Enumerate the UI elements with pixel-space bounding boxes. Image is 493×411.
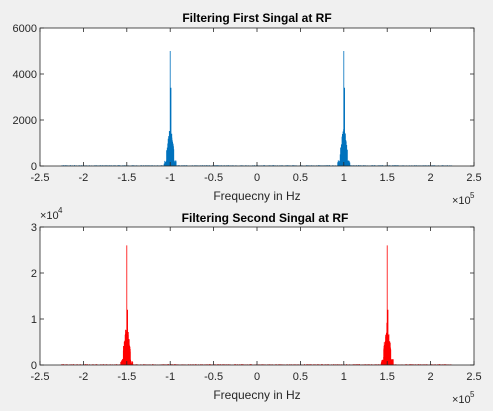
axes-2-x-ticks: -2.5 -2 -1.5 -1 -0.5 0 0.5 1 1.5 2 2.5 — [31, 227, 482, 383]
x-tick-label: -2.5 — [31, 371, 50, 383]
x-tick-label: 1.5 — [380, 371, 395, 383]
y-tick-label: 0 — [31, 161, 37, 173]
x-tick-label: -1.5 — [117, 172, 136, 184]
y-tick-label: 2 — [31, 268, 37, 280]
axes-1-x-exponent-base: ×10 — [452, 195, 471, 207]
axes-2-plot-area — [40, 227, 474, 365]
axes-1-y-ticks: 0 2000 4000 6000 — [13, 23, 474, 173]
y-tick-label: 1 — [31, 314, 37, 326]
axes-2-title: Filtering Second Singal at RF — [182, 211, 349, 225]
x-tick-label: -2.5 — [31, 172, 50, 184]
axes-1: -2.5 -2 -1.5 -1 -0.5 0 0.5 1 1.5 2 2.5 0 2000 4000 60… — [13, 11, 482, 207]
axes-2: -2.5 -2 -1.5 -1 -0.5 0 0.5 1 1.5 2 2.5 0 1 2 3 Filter… — [31, 206, 482, 406]
x-tick-label: 2 — [428, 172, 434, 184]
axes-2-y-ticks: 0 1 2 3 — [31, 222, 474, 372]
axes-2-y-exponent: 4 — [58, 206, 63, 215]
x-tick-label: 2.5 — [466, 371, 481, 383]
axes-1-plot-area — [40, 28, 474, 166]
y-tick-label: 3 — [31, 222, 37, 234]
x-tick-label: -0.5 — [204, 371, 223, 383]
axes-1-x-ticks: -2.5 -2 -1.5 -1 -0.5 0 0.5 1 1.5 2 2.5 — [31, 28, 482, 184]
x-tick-label: 0.5 — [293, 172, 308, 184]
x-tick-label: -1 — [165, 172, 175, 184]
x-tick-label: -1 — [165, 371, 175, 383]
axes-2-y-exponent-base: ×10 — [40, 210, 59, 222]
x-tick-label: 2.5 — [466, 172, 481, 184]
x-tick-label: 0 — [254, 172, 260, 184]
y-tick-label: 6000 — [13, 23, 37, 35]
x-tick-label: 0 — [254, 371, 260, 383]
x-tick-label: 1 — [341, 172, 347, 184]
x-tick-label: 0.5 — [293, 371, 308, 383]
x-tick-label: 1 — [341, 371, 347, 383]
x-tick-label: -2 — [79, 371, 89, 383]
y-tick-label: 2000 — [13, 115, 37, 127]
y-tick-label: 0 — [31, 360, 37, 372]
x-tick-label: -1.5 — [117, 371, 136, 383]
axes-1-x-exponent: 5 — [470, 191, 475, 200]
axes-1-xlabel: Frequecny in Hz — [213, 189, 300, 203]
x-tick-label: 2 — [428, 371, 434, 383]
spectrum-peak — [380, 245, 394, 365]
axes-1-title: Filtering First Singal at RF — [182, 11, 331, 25]
x-tick-label: -2 — [79, 172, 89, 184]
x-tick-label: -0.5 — [204, 172, 223, 184]
spectrum-peak — [163, 51, 177, 166]
axes-2-x-exponent: 5 — [470, 390, 475, 399]
x-tick-label: 1.5 — [380, 172, 395, 184]
axes-2-x-exponent-base: ×10 — [452, 394, 471, 406]
y-tick-label: 4000 — [13, 69, 37, 81]
axes-2-xlabel: Frequecny in Hz — [213, 388, 300, 402]
